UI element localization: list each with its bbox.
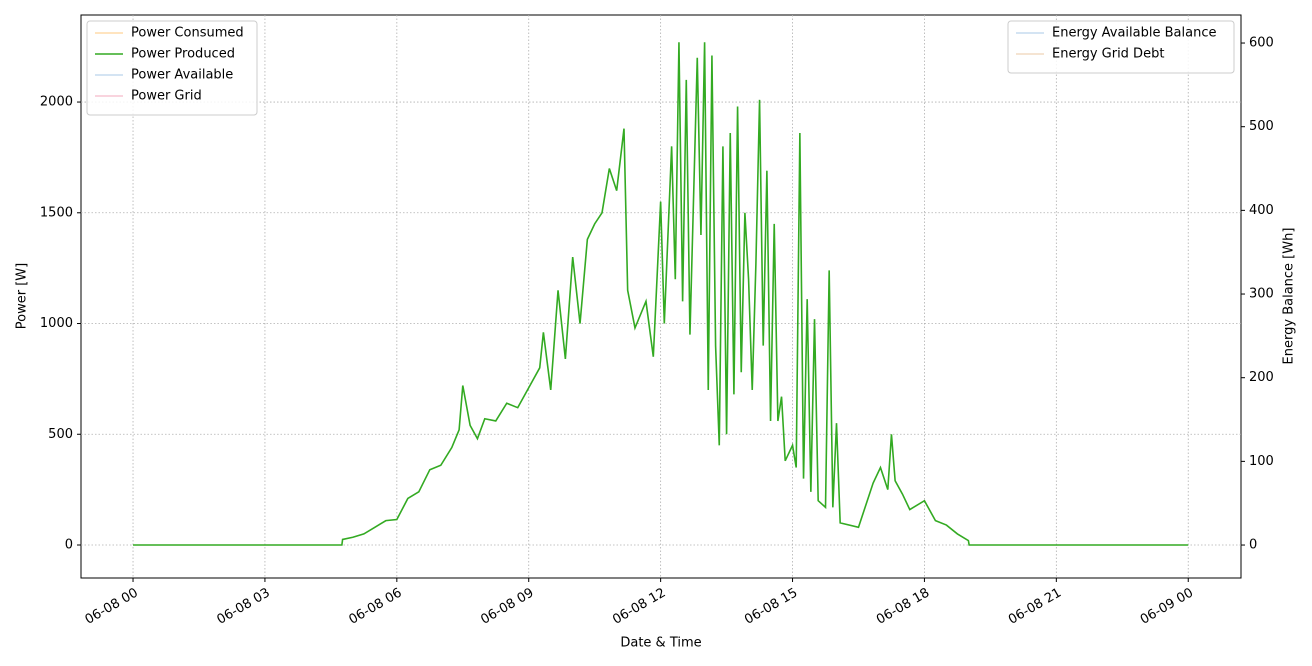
y-axis-label: Power [W] [15, 263, 30, 329]
y2-tick-label: 400 [1249, 203, 1274, 218]
y-tick-label: 1500 [40, 205, 73, 220]
y-tick-label: 1000 [40, 316, 73, 331]
x-axis-label: Date & Time [620, 636, 701, 651]
x-tick-label: 06-08 09 [478, 586, 536, 628]
legend-label: Power Available [131, 68, 233, 83]
x-tick-label: 06-08 12 [610, 586, 668, 628]
y2-axis-label: Energy Balance [Wh] [1282, 228, 1297, 365]
y2-tick-label: 100 [1249, 454, 1274, 469]
x-tick-label: 06-08 00 [83, 586, 141, 628]
x-tick-label: 06-08 18 [874, 586, 932, 628]
y-tick-label: 500 [48, 427, 73, 442]
legend-label: Energy Grid Debt [1052, 47, 1164, 62]
x-tick-label: 06-08 03 [215, 586, 273, 628]
legend-label: Power Grid [131, 89, 202, 104]
y2-tick-label: 500 [1249, 119, 1274, 134]
y-tick-label: 2000 [40, 95, 73, 110]
y2-tick-label: 300 [1249, 287, 1274, 302]
y2-tick-label: 600 [1249, 36, 1274, 51]
legend-label: Power Consumed [131, 26, 244, 41]
x-tick-label: 06-09 00 [1138, 586, 1196, 628]
x-tick-label: 06-08 21 [1006, 586, 1064, 628]
legend-label: Power Produced [131, 47, 235, 62]
legend-label: Energy Available Balance [1052, 26, 1216, 41]
y2-tick-label: 200 [1249, 370, 1274, 385]
legend-box [86, 20, 258, 116]
legend-box [1007, 20, 1235, 74]
series-line [133, 42, 1189, 546]
y2-tick-label: 0 [1249, 538, 1257, 553]
y-tick-label: 0 [65, 537, 73, 552]
x-tick-label: 06-08 06 [346, 586, 404, 628]
x-tick-label: 06-08 15 [742, 586, 800, 628]
